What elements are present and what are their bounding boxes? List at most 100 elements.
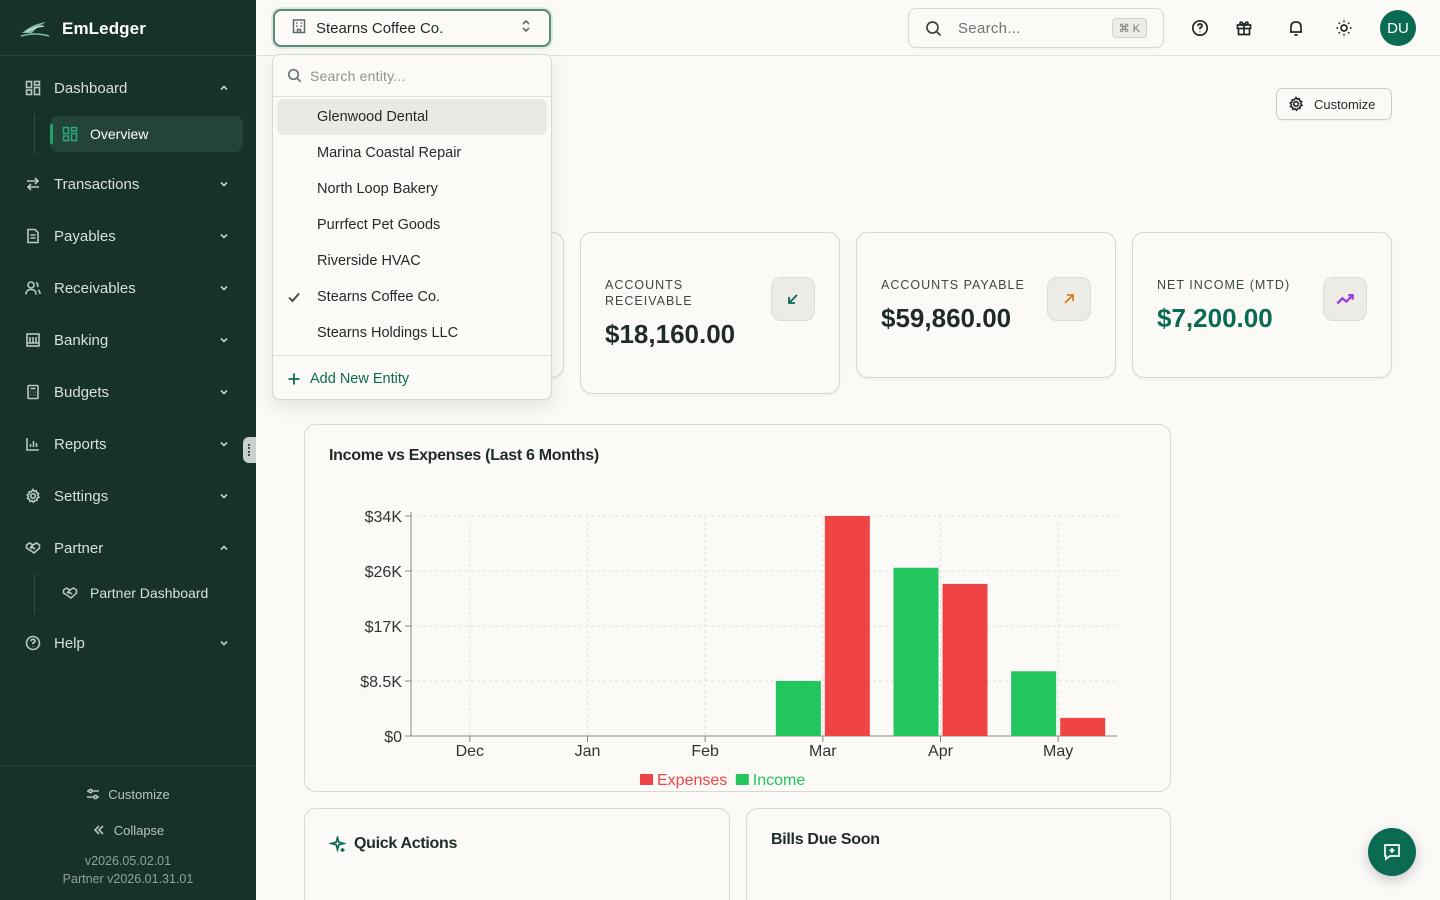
search-shortcut: ⌘ K — [1111, 18, 1147, 38]
handshake-icon — [24, 539, 42, 557]
tree-line — [34, 114, 35, 154]
transfer-icon — [24, 175, 42, 193]
legend-label-expenses: Expenses — [657, 772, 727, 789]
user-avatar[interactable]: DU — [1380, 10, 1416, 46]
plus-icon — [288, 373, 300, 385]
sun-icon[interactable] — [1332, 16, 1356, 40]
entity-option-label: Riverside HVAC — [317, 253, 421, 269]
income-expenses-chart-card: Income vs Expenses (Last 6 Months) $0 $8.… — [304, 424, 1171, 792]
entity-option[interactable]: North Loop Bakery — [277, 171, 547, 207]
entity-search-input[interactable]: Search entity... — [273, 55, 551, 97]
entity-option[interactable]: Stearns Holdings LLC — [277, 315, 547, 351]
chevron-up-icon — [218, 81, 232, 95]
entity-option[interactable]: Marina Coastal Repair — [277, 135, 547, 171]
chevron-down-icon — [218, 636, 232, 650]
sidebar-item-label: Payables — [54, 227, 116, 245]
kpi-card-accounts-receivable[interactable]: ACCOUNTS RECEIVABLE $18,160.00 — [580, 232, 840, 394]
customize-label: Customize — [1314, 96, 1376, 112]
sidebar-item-label: Receivables — [54, 279, 136, 297]
bills-due-soon-card: Bills Due Soon — [746, 808, 1171, 900]
bar-expenses — [1060, 717, 1106, 736]
search-placeholder: Search... — [958, 19, 1021, 37]
chart-title: Income vs Expenses (Last 6 Months) — [329, 447, 599, 464]
entity-option[interactable]: Riverside HVAC — [277, 243, 547, 279]
sidebar-item-partner[interactable]: Partner — [16, 530, 240, 566]
add-new-entity-label: Add New Entity — [310, 371, 410, 387]
sidebar-item-overview[interactable]: Overview — [50, 116, 243, 152]
y-tick-label: $17K — [365, 619, 403, 636]
brand-name: EmLedger — [62, 19, 146, 38]
legend-swatch-expenses — [640, 774, 653, 785]
entity-option-label: Glenwood Dental — [317, 109, 429, 125]
check-icon — [287, 290, 301, 304]
kpi-card-net-income[interactable]: NET INCOME (MTD) $7,200.00 — [1132, 232, 1392, 378]
sidebar-item-label: Settings — [54, 487, 109, 505]
x-tick-label: May — [1043, 743, 1073, 760]
bar-expenses — [824, 516, 870, 736]
app-version: v2026.05.02.01 — [84, 854, 172, 868]
sidebar-item-label: Help — [54, 634, 85, 652]
y-tick-label: $34K — [365, 509, 403, 526]
bar-chart-icon — [24, 435, 42, 453]
add-new-entity-button[interactable]: Add New Entity — [287, 367, 409, 391]
chevron-up-icon — [218, 541, 232, 555]
chevrons-left-icon — [93, 825, 104, 835]
sidebar-item-payables[interactable]: Payables — [16, 218, 240, 254]
sidebar-item-banking[interactable]: Banking — [16, 322, 240, 358]
trending-up-icon — [1323, 277, 1367, 321]
sparkles-icon — [329, 835, 346, 853]
entity-option[interactable]: Glenwood Dental — [277, 99, 547, 135]
dashboard-icon — [62, 126, 78, 142]
sidebar-item-label: Budgets — [54, 383, 110, 401]
arrow-up-right-icon — [1047, 277, 1091, 321]
gift-icon[interactable] — [1232, 16, 1256, 40]
global-search[interactable]: Search... ⌘ K — [908, 8, 1164, 48]
sidebar-item-help[interactable]: Help — [16, 625, 240, 661]
sidebar-item-label: Reports — [54, 435, 107, 453]
kpi-label: ACCOUNTS PAYABLE — [881, 278, 1025, 292]
bell-icon[interactable] — [1284, 16, 1308, 40]
help-circle-icon — [24, 634, 42, 652]
sidebar-customize-button[interactable]: Customize — [0, 782, 256, 806]
partner-version: Partner v2026.01.31.01 — [62, 872, 194, 886]
gear-icon — [24, 487, 42, 505]
kpi-value: $7,200.00 — [1157, 303, 1273, 333]
entity-selector[interactable]: Stearns Coffee Co. — [273, 9, 551, 47]
sidebar-collapse-button[interactable]: Collapse — [0, 818, 256, 842]
help-icon[interactable] — [1188, 16, 1212, 40]
brand[interactable]: EmLedger — [20, 14, 146, 44]
kpi-card-accounts-payable[interactable]: ACCOUNTS PAYABLE $59,860.00 — [856, 232, 1116, 378]
chat-button[interactable] — [1368, 828, 1416, 876]
sidebar-item-reports[interactable]: Reports — [16, 426, 240, 462]
sidebar-item-receivables[interactable]: Receivables — [16, 270, 240, 306]
chevron-down-icon — [218, 229, 232, 243]
handshake-icon — [62, 585, 78, 601]
sidebar-item-settings[interactable]: Settings — [16, 478, 240, 514]
entity-option[interactable]: Purrfect Pet Goods — [277, 207, 547, 243]
sliders-icon — [87, 788, 100, 800]
kpi-value: $59,860.00 — [881, 303, 1012, 333]
document-icon — [24, 227, 42, 245]
sidebar-item-transactions[interactable]: Transactions — [16, 166, 240, 202]
sidebar-item-budgets[interactable]: Budgets — [16, 374, 240, 410]
quick-actions-label: Quick Actions — [354, 835, 458, 852]
logo-icon — [20, 22, 50, 37]
sidebar-item-partner-dashboard[interactable]: Partner Dashboard — [50, 575, 243, 611]
sidebar: EmLedger Dashboard Overview Transactions… — [0, 0, 256, 900]
chevron-down-icon — [218, 489, 232, 503]
kpi-label: ACCOUNTS RECEIVABLE — [605, 278, 693, 308]
y-tick-label: $8.5K — [360, 674, 402, 691]
x-tick-label: Feb — [691, 743, 719, 760]
calculator-icon — [24, 383, 42, 401]
entity-search-placeholder: Search entity... — [310, 67, 406, 84]
sidebar-resize-handle[interactable] — [243, 437, 256, 463]
message-plus-icon — [1384, 844, 1400, 861]
customize-dashboard-button[interactable]: Customize — [1276, 88, 1392, 120]
bank-icon — [24, 331, 42, 349]
building-icon — [291, 18, 307, 38]
sidebar-item-dashboard[interactable]: Dashboard — [16, 70, 240, 106]
entity-option-selected[interactable]: Stearns Coffee Co. — [277, 279, 547, 315]
sidebar-collapse-label: Collapse — [113, 822, 165, 838]
tree-line — [34, 574, 35, 614]
bar-income — [1011, 671, 1057, 736]
